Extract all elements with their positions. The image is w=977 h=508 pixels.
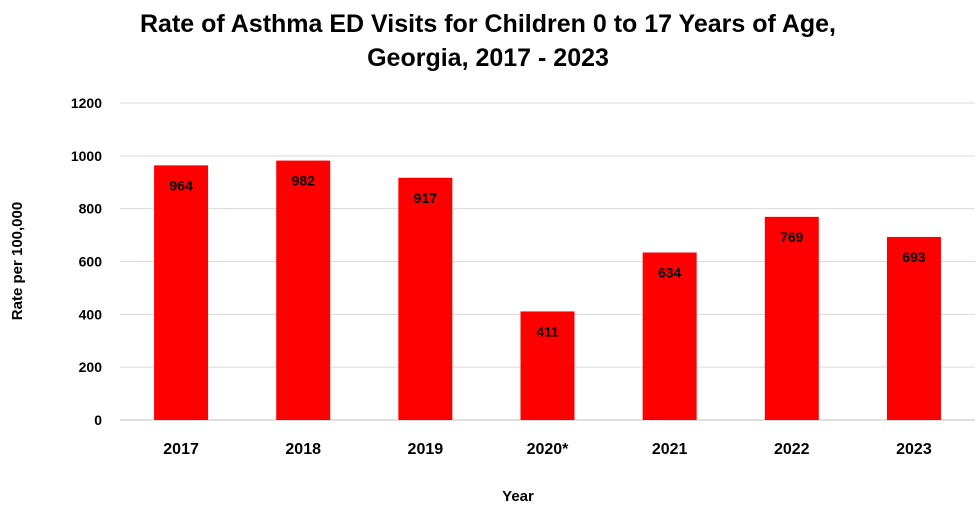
data-label-2018: 982 <box>292 173 316 189</box>
data-label-2017: 964 <box>169 177 193 193</box>
x-axis-title: Year <box>502 488 534 505</box>
x-tick-label-2018: 2018 <box>285 441 321 458</box>
y-tick-label-600: 600 <box>79 254 103 270</box>
bar-2022 <box>764 216 819 420</box>
x-tick-label-2019: 2019 <box>408 441 444 458</box>
x-axis-category-labels: 2017 2018 2019 2020* 2021 2022 2023 <box>163 441 932 458</box>
x-tick-label-2023: 2023 <box>896 441 932 458</box>
y-axis-title: Rate per 100,000 <box>9 202 26 320</box>
chart-title-line-2: Georgia, 2017 - 2023 <box>367 44 609 72</box>
y-tick-label-1000: 1000 <box>71 148 102 164</box>
data-label-2021: 634 <box>658 265 682 281</box>
y-tick-label-400: 400 <box>79 306 103 322</box>
data-label-2019: 917 <box>414 190 438 206</box>
y-tick-label-800: 800 <box>79 201 103 217</box>
y-tick-label-0: 0 <box>94 412 102 428</box>
x-tick-label-2017: 2017 <box>163 441 199 458</box>
chart-title-line-1: Rate of Asthma ED Visits for Children 0 … <box>140 10 836 38</box>
bar-2021 <box>642 252 697 420</box>
data-label-2020*: 411 <box>536 323 559 339</box>
bar-2020* <box>520 311 575 420</box>
x-tick-label-2021: 2021 <box>652 441 688 458</box>
bar-2017 <box>154 165 209 420</box>
bar-2018 <box>276 160 331 421</box>
x-tick-label-2022: 2022 <box>774 441 810 458</box>
x-tick-label-2020*: 2020* <box>527 441 570 458</box>
bars <box>154 160 941 421</box>
data-label-2022: 769 <box>780 229 804 245</box>
y-tick-label-200: 200 <box>79 359 103 375</box>
bar-2023 <box>886 236 941 420</box>
bar-2019 <box>398 177 453 420</box>
data-label-2023: 693 <box>902 249 926 265</box>
y-tick-label-1200: 1200 <box>71 95 102 111</box>
y-axis-tick-labels: 0 200 400 600 800 1000 1200 <box>71 95 102 428</box>
data-labels: 964 982 917 411 634 769 693 <box>169 173 925 340</box>
